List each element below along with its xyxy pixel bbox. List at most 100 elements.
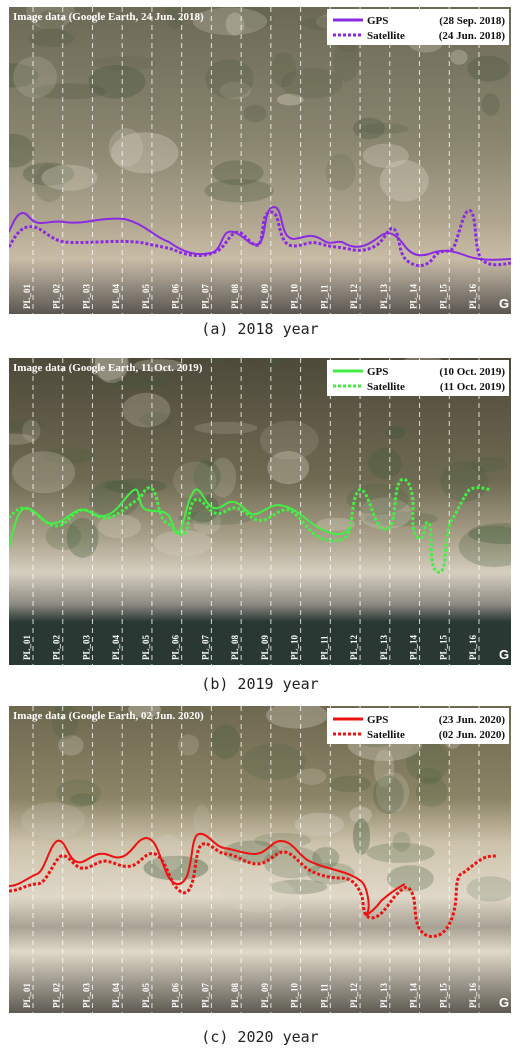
texture-patch (52, 706, 79, 740)
profile-label: PL_06 (171, 982, 181, 1008)
texture-patch (13, 56, 57, 98)
caption-2020: (c) 2020 year (201, 1028, 319, 1046)
texture-patch (58, 735, 84, 756)
texture-patch (122, 392, 171, 428)
texture-patch (56, 779, 102, 807)
profile-label: PL_04 (111, 283, 121, 309)
profile-label: PL_09 (260, 283, 270, 309)
texture-patch (110, 132, 179, 174)
legend-gps-label: GPS (367, 714, 388, 726)
profile-label: PL_14 (409, 982, 419, 1008)
texture-patch (294, 812, 344, 837)
texture-patch (139, 411, 174, 427)
texture-patch (26, 7, 75, 30)
profile-label: PL_11 (319, 284, 329, 309)
texture-patch (366, 842, 435, 863)
texture-patch (359, 123, 409, 135)
texture-patch (21, 802, 86, 838)
texture-patch (108, 128, 144, 168)
texture-patch (296, 768, 327, 785)
profile-label: PL_03 (81, 283, 91, 309)
profile-label: PL_08 (230, 283, 240, 309)
texture-patch (9, 433, 36, 445)
texture-patch (32, 83, 107, 100)
legend-gps-label: GPS (367, 366, 388, 378)
profile-label: PL_06 (171, 634, 181, 660)
texture-patch (333, 39, 360, 82)
texture-patch (392, 831, 411, 852)
satellite-shoreline (9, 477, 492, 574)
profile-label: PL_16 (468, 283, 478, 309)
profile-label: PL_06 (171, 283, 181, 309)
image-source-label: Image data (Google Earth, 11 Oct. 2019) (13, 362, 203, 374)
image-source-label: Image data (Google Earth, 02 Jun. 2020) (13, 710, 204, 722)
texture-patch (178, 510, 254, 525)
texture-patch (153, 530, 213, 557)
profile-label: PL_12 (349, 634, 359, 660)
gps-shoreline (9, 832, 406, 917)
profile-label: PL_13 (379, 283, 389, 309)
texture-patch (22, 419, 41, 442)
texture-patch (280, 67, 343, 99)
texture-patch (165, 7, 185, 30)
texture-patch (373, 749, 395, 788)
profile-label: PL_11 (319, 635, 329, 660)
profile-label: PL_03 (81, 982, 91, 1008)
texture-patch (206, 358, 225, 368)
profile-label: PL_05 (141, 283, 151, 309)
legend-satellite-label: Satellite (367, 381, 405, 393)
texture-patch (458, 525, 511, 568)
profile-label: PL_12 (349, 982, 359, 1008)
profile-label: PL_12 (349, 283, 359, 309)
texture-patch (173, 461, 217, 499)
profile-label: PL_16 (468, 982, 478, 1008)
texture-patch (9, 63, 39, 88)
legend-satellite-date: (24 Jun. 2018) (439, 30, 506, 42)
image-source-label: Image data (Google Earth, 24 Jun. 2018) (13, 11, 204, 23)
texture-patch (241, 743, 306, 781)
profile-label: PL_03 (81, 634, 91, 660)
gps-shoreline (9, 488, 350, 549)
texture-patch (193, 509, 221, 535)
texture-patch (222, 876, 296, 913)
profile-label: PL_07 (200, 283, 210, 309)
texture-patch (440, 460, 489, 502)
panel-2019: PL_01 PL_02 PL_03 PL_04 PL_05 PL_06 PL_07 PL_08… (9, 358, 511, 665)
imagery-background (9, 7, 511, 314)
panel-2020: PL_01 PL_02 PL_03 PL_04 PL_05 PL_06 PL_07 PL_08… (9, 706, 511, 1013)
texture-patch (259, 420, 319, 460)
texture-patch (450, 49, 468, 65)
texture-patch (205, 59, 254, 99)
texture-patch (193, 460, 221, 493)
profile-label: PL_13 (379, 982, 389, 1008)
legend-satellite-label: Satellite (367, 729, 405, 741)
texture-patch (143, 855, 209, 881)
texture-patch (223, 840, 280, 864)
texture-patch (66, 517, 99, 558)
texture-patch (372, 775, 404, 815)
texture-patch (362, 143, 409, 168)
texture-patch (89, 860, 113, 887)
profile-label: PL_15 (438, 634, 448, 660)
texture-patch (481, 93, 500, 116)
profile-label: PL_10 (290, 982, 300, 1008)
legend: GPS (23 Jun. 2020) Satellite (02 Jun. 20… (327, 708, 509, 744)
profile-label: PL_14 (409, 283, 419, 309)
texture-patch (108, 376, 168, 388)
texture-patch (128, 706, 161, 718)
texture-patch (385, 426, 406, 439)
profile-label: PL_07 (200, 634, 210, 660)
texture-patch (375, 772, 410, 813)
texture-patch (405, 741, 450, 783)
google-mark: G (499, 647, 509, 662)
texture-patch (97, 514, 142, 539)
texture-patch (29, 29, 75, 47)
texture-patch (415, 777, 448, 808)
texture-patch (416, 767, 443, 785)
texture-patch (210, 724, 241, 759)
texture-patch (70, 793, 97, 806)
texture-patch (209, 457, 237, 498)
texture-patch (379, 160, 429, 202)
profile-label: PL_02 (52, 634, 62, 660)
profile-label: PL_10 (290, 283, 300, 309)
